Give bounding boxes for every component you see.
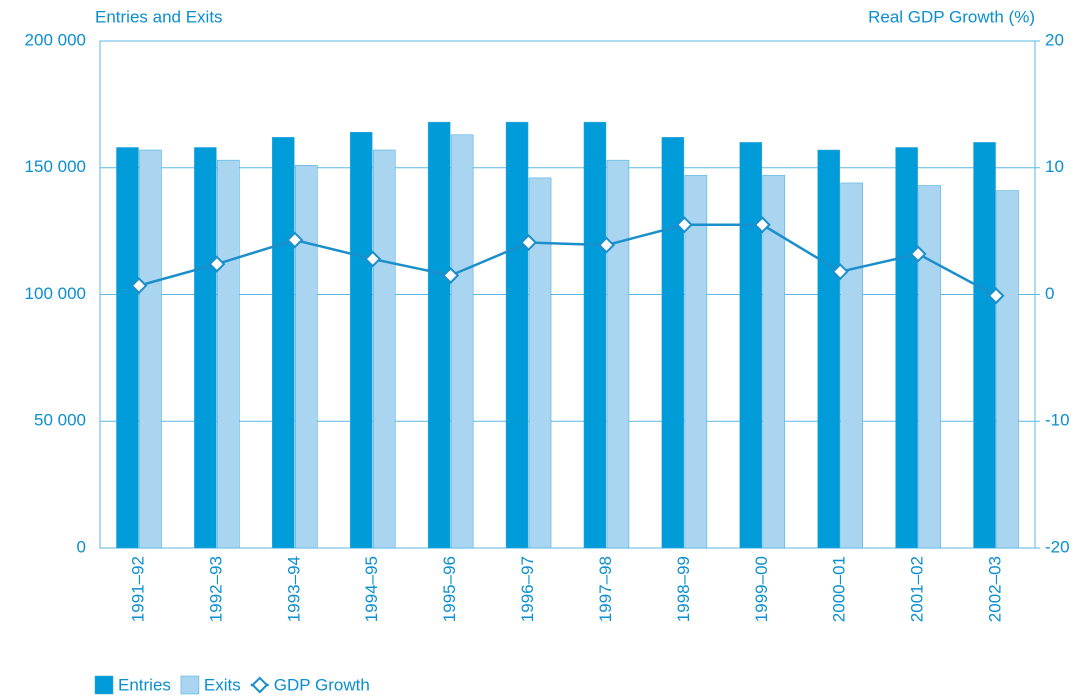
x-tick-label: 1996–97 <box>518 556 537 622</box>
line-marker <box>364 250 382 268</box>
y2-tick-label: 0 <box>1045 284 1054 303</box>
line-marker <box>286 231 304 249</box>
bar <box>606 159 630 549</box>
line-marker <box>909 245 927 263</box>
y2-axis-title: Real GDP Growth (%) <box>868 7 1035 26</box>
bar <box>272 137 295 549</box>
x-tick-label: 1999–00 <box>752 556 771 622</box>
line-marker <box>753 216 771 234</box>
x-tick-label: 1991–92 <box>128 556 147 622</box>
line-marker <box>597 236 615 254</box>
bar <box>817 149 840 549</box>
bar <box>349 132 373 549</box>
legend-swatch <box>180 675 200 695</box>
line-marker <box>208 255 226 273</box>
x-tick-label: 1997–98 <box>596 556 615 622</box>
bar <box>217 159 240 549</box>
bar <box>372 149 396 549</box>
bar <box>450 134 474 549</box>
y-tick-label: 200 000 <box>25 30 86 49</box>
bar <box>684 175 708 549</box>
legend-label: GDP Growth <box>274 675 370 694</box>
bar <box>427 121 451 549</box>
y-tick-label: 0 <box>77 537 86 556</box>
x-tick-label: 2001–02 <box>908 556 927 622</box>
bar <box>895 147 918 549</box>
legend-swatch <box>251 676 269 694</box>
legend-swatch <box>94 675 114 695</box>
line-marker <box>831 263 849 281</box>
y-tick-label: 50 000 <box>34 411 86 430</box>
x-tick-label: 1998–99 <box>674 556 693 622</box>
legend-label: Entries <box>118 675 171 694</box>
bar <box>996 190 1019 549</box>
bar <box>762 175 786 549</box>
x-tick-label: 2002–03 <box>986 556 1005 622</box>
bar <box>528 177 552 549</box>
bar <box>661 137 685 549</box>
line-marker <box>520 234 538 252</box>
y-tick-label: 100 000 <box>25 284 86 303</box>
line-marker <box>675 216 693 234</box>
y-tick-label: 150 000 <box>25 157 86 176</box>
y2-tick-label: -20 <box>1045 537 1070 556</box>
line-marker <box>987 287 1005 305</box>
bar <box>918 185 941 549</box>
y-axis-title: Entries and Exits <box>95 7 223 26</box>
x-tick-label: 1994–95 <box>362 556 381 622</box>
x-tick-label: 1995–96 <box>440 556 459 622</box>
x-tick-label: 1992–93 <box>206 556 225 622</box>
bar <box>295 164 318 549</box>
x-tick-label: 2000–01 <box>830 556 849 622</box>
line-marker <box>130 277 148 295</box>
legend-label: Exits <box>204 675 241 694</box>
bar <box>139 149 162 549</box>
bar <box>194 147 217 549</box>
bar <box>973 142 996 549</box>
bar <box>116 147 139 549</box>
bar <box>583 121 607 549</box>
line <box>138 223 997 297</box>
y2-tick-label: 20 <box>1045 30 1064 49</box>
bar <box>505 121 529 549</box>
bar <box>739 142 763 549</box>
y2-tick-label: 10 <box>1045 157 1064 176</box>
x-tick-label: 1993–94 <box>284 556 303 622</box>
bar <box>840 182 863 549</box>
y2-tick-label: -10 <box>1045 411 1070 430</box>
line-marker <box>442 267 460 284</box>
